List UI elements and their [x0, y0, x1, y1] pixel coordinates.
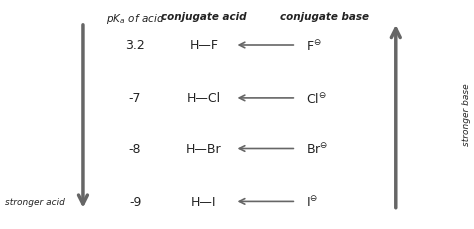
Text: -9: -9 — [129, 195, 141, 208]
Text: conjugate base: conjugate base — [280, 11, 369, 21]
Text: I$^{\ominus}$: I$^{\ominus}$ — [306, 194, 318, 209]
Text: -8: -8 — [129, 142, 141, 155]
Text: Cl$^{\ominus}$: Cl$^{\ominus}$ — [306, 91, 327, 106]
Text: stronger base: stronger base — [463, 83, 471, 146]
Text: stronger acid: stronger acid — [5, 197, 64, 206]
Text: H—I: H—I — [191, 195, 217, 208]
Text: H—F: H—F — [189, 39, 219, 52]
Text: -7: -7 — [129, 92, 141, 105]
Text: H—Cl: H—Cl — [187, 92, 221, 105]
Text: conjugate acid: conjugate acid — [161, 11, 246, 21]
Text: F$^{\ominus}$: F$^{\ominus}$ — [306, 38, 321, 53]
Text: Br$^{\ominus}$: Br$^{\ominus}$ — [306, 141, 328, 156]
Text: 3.2: 3.2 — [125, 39, 145, 52]
Text: H—Br: H—Br — [186, 142, 222, 155]
Text: $p\mathit{K}_a$ $\it{of\ acid}$: $p\mathit{K}_a$ $\it{of\ acid}$ — [106, 11, 164, 25]
